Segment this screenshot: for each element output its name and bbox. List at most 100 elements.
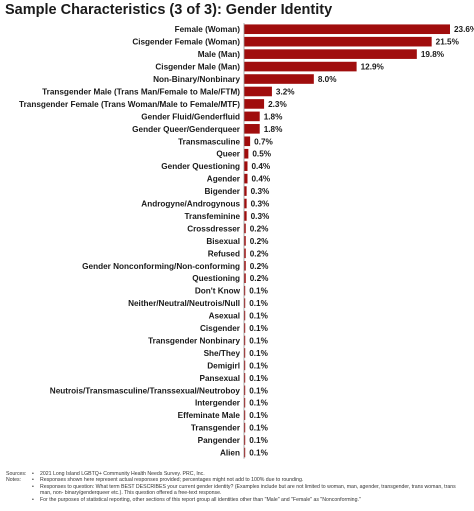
sources-row: Sources: • 2021 Long Island LGBTQ+ Commu… [6, 471, 468, 477]
value-label: 0.4% [251, 162, 270, 171]
value-label: 0.1% [249, 312, 268, 321]
category-label: Male (Man) [198, 50, 241, 59]
bar [244, 298, 246, 308]
category-label: Androgyne/Androgynous [141, 200, 240, 209]
bar [244, 248, 246, 259]
value-label: 0.1% [249, 386, 268, 395]
category-label: Neutrois/Transmasculine/Transsexual/Neut… [50, 386, 241, 395]
category-label: Bisexual [206, 237, 240, 246]
category-label: Refused [208, 249, 240, 258]
bar [244, 435, 246, 445]
bar [244, 385, 246, 396]
bar [244, 323, 246, 333]
value-label: 0.7% [254, 137, 273, 146]
value-label: 12.9% [361, 63, 385, 72]
category-label: Transmasculine [178, 137, 240, 146]
bar [244, 99, 265, 109]
bar [244, 49, 417, 59]
category-label: Gender Nonconforming/Non-conforming [82, 262, 240, 271]
bar [244, 422, 246, 433]
value-label: 21.5% [436, 38, 460, 47]
value-label: 0.1% [249, 299, 268, 308]
bar [244, 360, 246, 371]
category-label: Effeminate Male [178, 411, 241, 420]
value-label: 0.1% [249, 287, 268, 296]
bar [244, 198, 247, 209]
bullet-icon: • [32, 496, 34, 503]
bar [244, 348, 246, 358]
category-label: Transgender Nonbinary [148, 336, 240, 345]
value-label: 0.1% [249, 361, 268, 370]
bar [244, 136, 251, 147]
category-label: Demigirl [207, 361, 240, 370]
value-label: 0.2% [250, 274, 269, 283]
gender-identity-bar-chart: Female (Woman) Cisgender Female (Woman) Ma… [19, 23, 474, 459]
bar [244, 36, 432, 47]
category-label: Questioning [192, 274, 240, 283]
category-label: Bigender [205, 187, 241, 196]
value-label: 0.1% [249, 399, 268, 408]
value-label: 0.1% [249, 436, 268, 445]
bar [244, 373, 246, 383]
bar [244, 285, 246, 296]
value-label: 0.3% [251, 187, 270, 196]
note-text-1: Responses shown here represent actual re… [40, 477, 304, 484]
value-label: 0.5% [252, 150, 271, 159]
bar [244, 410, 246, 420]
bar [244, 86, 272, 97]
value-label: 0.1% [249, 411, 268, 420]
bar [244, 335, 246, 346]
notes-key: Notes: [6, 477, 21, 484]
value-label: 0.2% [250, 224, 269, 233]
value-label: 0.1% [249, 349, 268, 358]
category-label: Cisgender [200, 324, 241, 333]
category-label: Asexual [209, 312, 240, 321]
category-label: Intergender [195, 399, 241, 408]
notes-row-3: • For the purposes of statistical report… [6, 497, 468, 503]
bar [244, 260, 246, 271]
bar [244, 24, 450, 35]
bar [244, 447, 246, 458]
notes-row-2: • Responses to question: What term BEST … [6, 484, 468, 497]
category-label: Transgender Female (Trans Woman/Male to … [19, 100, 240, 109]
category-label: Neither/Neutral/Neutrois/Null [128, 299, 240, 308]
chart-title: Sample Characteristics (3 of 3): Gender … [5, 2, 333, 18]
category-label: Gender Queer/Genderqueer [132, 125, 241, 134]
category-label: Alien [220, 449, 240, 458]
bar [244, 161, 248, 171]
category-label: Agender [207, 175, 241, 184]
value-label: 8.0% [318, 75, 337, 84]
category-label: Cisgender Male (Man) [155, 63, 240, 72]
category-label: Pansexual [199, 374, 240, 383]
value-label: 0.1% [249, 424, 268, 433]
bars [244, 24, 450, 458]
bullet-icon: • [32, 471, 34, 477]
bar [244, 236, 246, 246]
bar [244, 273, 246, 284]
note-text-3: For the purposes of statistical reportin… [40, 496, 361, 503]
value-label: 0.1% [249, 449, 268, 458]
bullet-icon: • [32, 483, 34, 490]
footnotes: Sources: • 2021 Long Island LGBTQ+ Commu… [6, 471, 468, 503]
value-label: 19.8% [421, 50, 445, 59]
sources-key: Sources: [6, 471, 27, 477]
category-label: She/They [204, 349, 241, 358]
category-label: Don't Know [195, 287, 241, 296]
category-label: Cisgender Female (Woman) [132, 38, 240, 47]
bar [244, 173, 248, 184]
value-labels: 23.6% 21.5% 19.8% 12.9% 8.0% 3.2% 2.3% 1.8% 1.8%… [249, 25, 474, 457]
value-label: 0.1% [249, 336, 268, 345]
category-label: Non-Binary/Nonbinary [153, 75, 240, 84]
bar [244, 148, 249, 159]
value-label: 0.1% [249, 324, 268, 333]
value-label: 1.8% [264, 125, 283, 134]
bar [244, 310, 246, 321]
category-label: Transfeminine [184, 212, 240, 221]
category-label: Queer [216, 150, 240, 159]
category-labels: Female (Woman) Cisgender Female (Woman) Ma… [19, 25, 241, 457]
notes-row-1: Notes: • Responses shown here represent … [6, 477, 468, 483]
value-label: 0.3% [251, 212, 270, 221]
bullet-icon: • [32, 477, 34, 484]
value-label: 23.6% [454, 25, 474, 34]
value-label: 3.2% [276, 87, 295, 96]
